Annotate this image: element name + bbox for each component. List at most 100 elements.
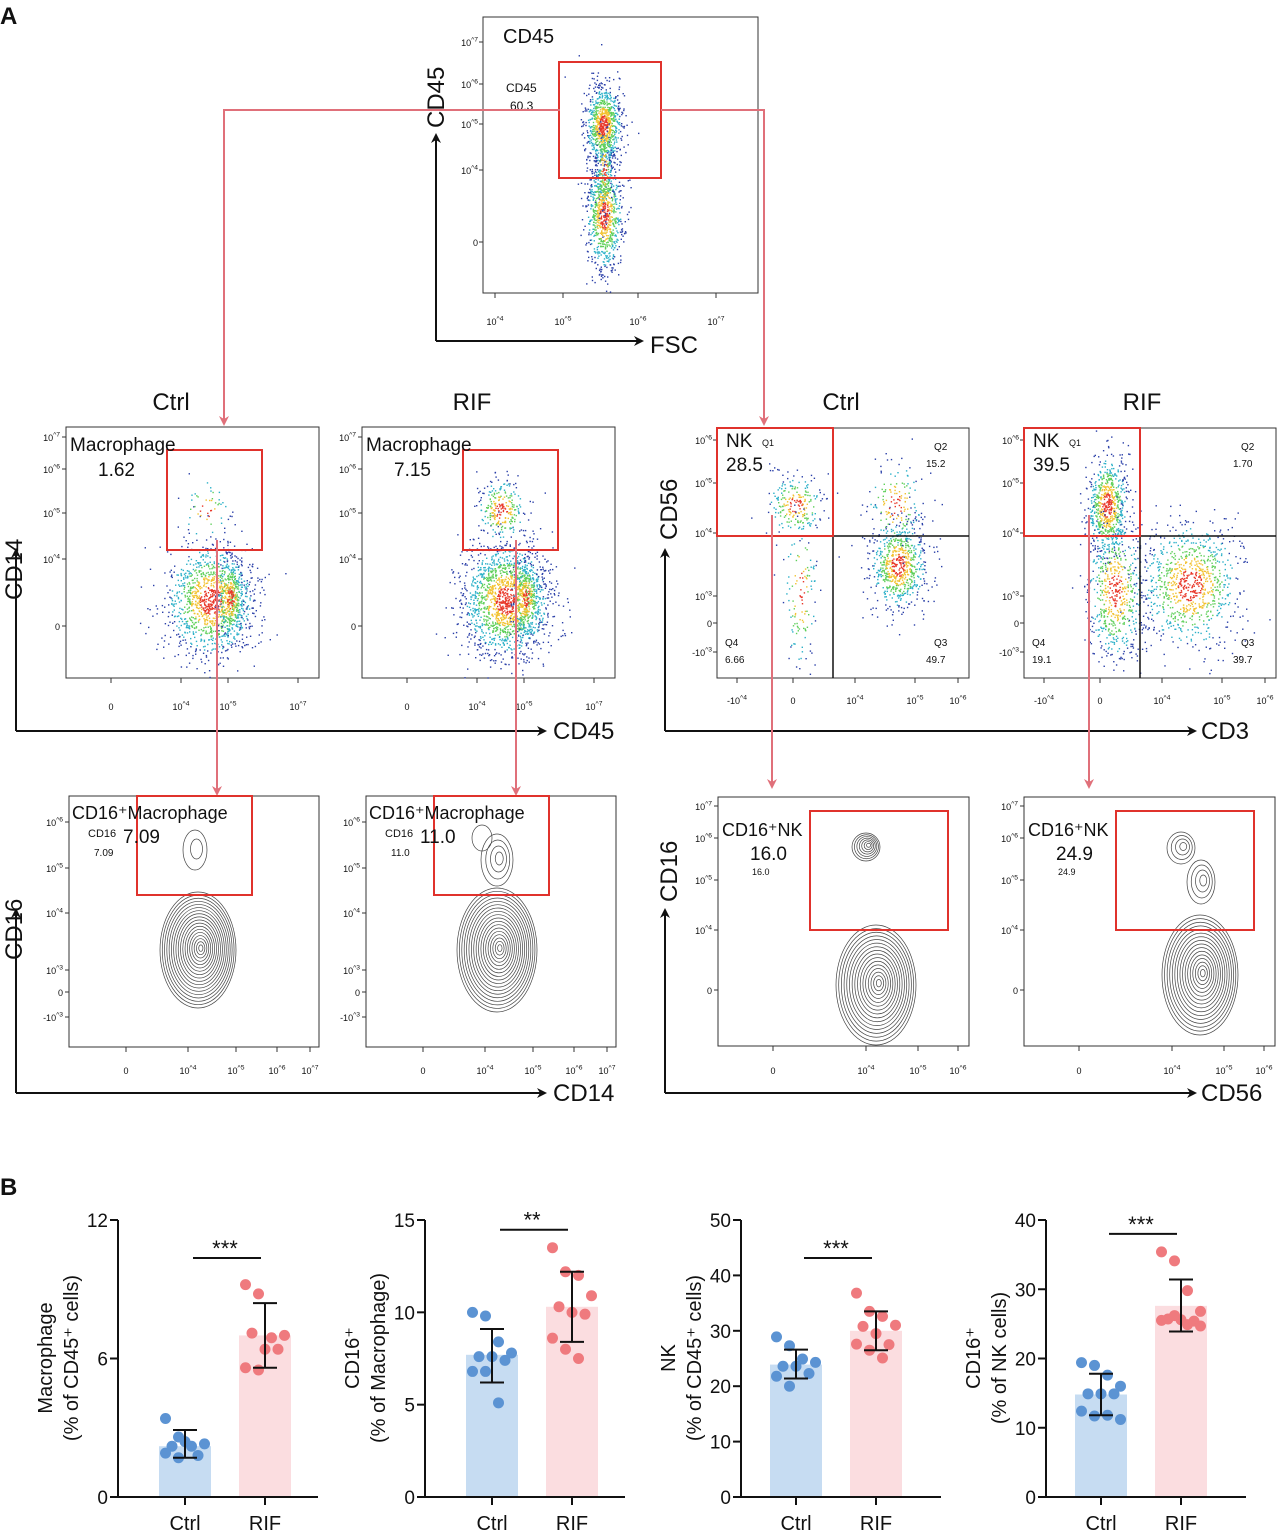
event-dot — [246, 636, 248, 638]
event-dot — [623, 241, 625, 243]
event-dot — [595, 150, 597, 152]
event-dot — [500, 589, 502, 591]
event-dot — [524, 566, 527, 568]
event-dot — [593, 78, 595, 80]
event-dot — [236, 632, 238, 634]
event-dot — [234, 575, 236, 577]
event-dot — [173, 571, 175, 573]
event-dot — [491, 559, 493, 561]
event-dot — [594, 116, 596, 118]
event-dot — [237, 644, 240, 647]
event-dot — [533, 642, 535, 644]
event-dot — [177, 654, 180, 656]
event-dot — [603, 129, 605, 132]
event-dot — [494, 572, 497, 574]
event-dot — [503, 644, 505, 646]
event-dot — [227, 634, 229, 637]
event-dot — [514, 597, 516, 599]
event-dot — [604, 207, 606, 209]
event-dot — [512, 617, 514, 619]
event-dot — [609, 130, 611, 132]
event-dot — [507, 597, 509, 599]
event-dot — [594, 135, 597, 137]
event-dot — [525, 572, 528, 575]
event-dot — [504, 571, 506, 573]
event-dot — [232, 614, 234, 617]
event-dot — [435, 633, 438, 635]
y-tick-label: 0 — [55, 622, 60, 632]
event-dot — [179, 613, 182, 615]
event-dot — [222, 602, 224, 604]
event-dot — [221, 627, 223, 629]
event-dot — [486, 598, 488, 600]
event-dot — [483, 576, 485, 578]
event-dot — [479, 569, 481, 571]
event-dot — [621, 223, 623, 225]
event-dot — [195, 640, 198, 643]
event-dot — [597, 220, 600, 222]
event-dot — [592, 133, 594, 135]
event-dot — [600, 186, 603, 188]
event-dot — [488, 605, 490, 607]
event-dot — [233, 568, 235, 570]
event-dot — [601, 115, 603, 118]
event-dot — [240, 595, 242, 597]
event-dot — [217, 580, 219, 582]
event-dot — [210, 523, 212, 525]
event-dot — [523, 659, 525, 661]
event-dot — [586, 142, 588, 144]
event-dot — [608, 214, 611, 216]
event-dot — [227, 542, 229, 544]
event-dot — [196, 604, 198, 607]
event-dot — [229, 601, 231, 604]
event-dot — [231, 569, 233, 571]
event-dot — [505, 598, 507, 600]
event-dot — [592, 196, 594, 198]
event-dot — [578, 55, 580, 57]
event-dot — [204, 574, 207, 577]
event-dot — [606, 219, 608, 221]
event-dot — [467, 668, 469, 670]
event-dot — [600, 240, 602, 243]
event-dot — [234, 582, 236, 584]
event-dot — [605, 120, 607, 123]
event-dot — [504, 636, 506, 638]
event-dot — [211, 590, 213, 592]
event-dot — [609, 255, 611, 257]
event-dot — [243, 604, 245, 606]
event-dot — [220, 586, 222, 588]
event-dot — [609, 87, 611, 90]
event-dot — [537, 578, 539, 580]
event-dot — [222, 624, 224, 626]
event-dot — [519, 542, 521, 545]
event-dot — [509, 618, 511, 621]
event-dot — [610, 203, 612, 205]
event-dot — [609, 163, 611, 165]
event-dot — [599, 106, 601, 109]
event-dot — [602, 115, 604, 118]
event-dot — [220, 517, 223, 519]
event-dot — [481, 563, 483, 566]
event-dot — [596, 169, 599, 171]
event-dot — [599, 136, 601, 138]
event-dot — [549, 600, 551, 602]
event-dot — [614, 175, 616, 177]
event-dot — [600, 101, 602, 104]
event-dot — [224, 635, 226, 637]
event-dot — [592, 191, 595, 194]
event-dot — [203, 577, 205, 579]
event-dot — [599, 185, 601, 187]
event-dot — [606, 112, 609, 114]
event-dot — [507, 602, 509, 605]
event-dot — [205, 582, 207, 585]
event-dot — [497, 582, 499, 585]
event-dot — [616, 248, 619, 251]
event-dot — [614, 109, 616, 112]
event-dot — [217, 633, 220, 636]
event-dot — [224, 601, 227, 603]
event-dot — [544, 623, 546, 626]
event-dot — [508, 596, 510, 598]
event-dot — [614, 195, 617, 197]
event-dot — [508, 663, 510, 666]
event-dot — [598, 91, 601, 93]
